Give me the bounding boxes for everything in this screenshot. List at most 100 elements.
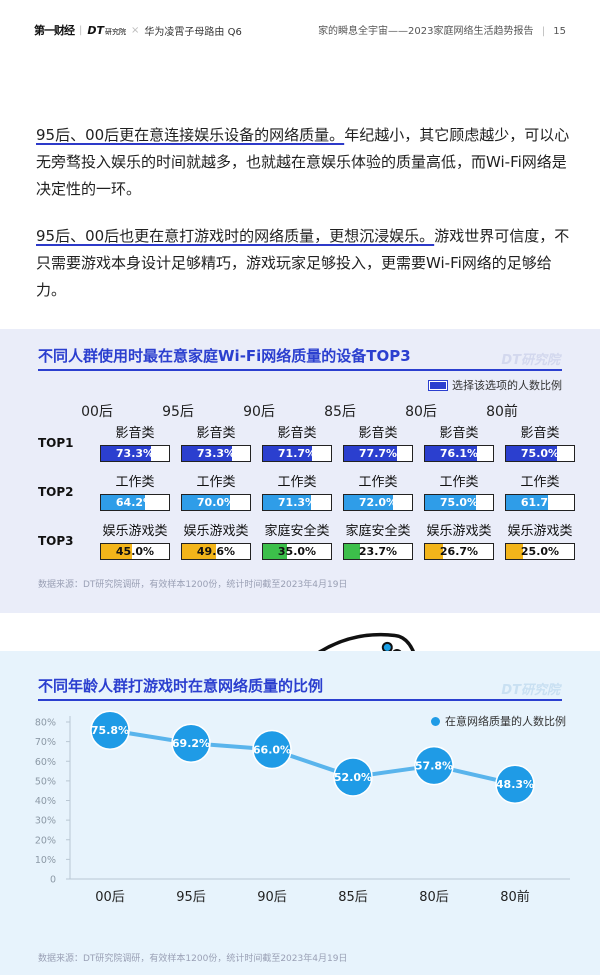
- chart-legend: 在意网络质量的人数比例: [431, 713, 566, 729]
- data-label: 52.0%: [334, 771, 372, 784]
- table-cell: 工作类 61.7%: [505, 474, 575, 511]
- series-line: [109, 728, 516, 787]
- device-category: 娱乐游戏类: [507, 524, 573, 539]
- table-cell: 影音类 73.3%: [100, 425, 170, 462]
- legend-label: 选择该选项的人数比例: [452, 379, 562, 392]
- y-tick-label: 40%: [35, 796, 56, 807]
- cross-icon: ×: [131, 24, 140, 36]
- paragraph-lead: 95后、00后更在意连接娱乐设备的网络质量。: [36, 126, 345, 144]
- table-cell: 工作类 71.3%: [262, 474, 332, 511]
- table-cell: 娱乐游戏类 26.7%: [424, 523, 494, 560]
- table-cell: 工作类 70.0%: [181, 474, 251, 511]
- x-tick-label: 80后: [419, 890, 449, 905]
- percent-bar: 25.0%: [505, 543, 575, 560]
- device-category: 娱乐游戏类: [183, 524, 249, 539]
- device-category: 工作类: [358, 475, 398, 490]
- percent-value: 71.7%: [277, 447, 317, 460]
- bar-fill: [182, 446, 232, 461]
- watermark: DT研究院: [501, 353, 560, 368]
- percent-value: 35.0%: [277, 545, 317, 558]
- chart-title: 不同人群使用时最在意家庭Wi-Fi网络质量的设备TOP3: [38, 347, 411, 365]
- percent-value: 75.0%: [439, 496, 479, 509]
- bar-fill: [344, 495, 393, 510]
- x-tick-label: 95后: [176, 890, 206, 905]
- percent-value: 77.7%: [358, 447, 398, 460]
- table-cell: 工作类 64.2%: [100, 474, 170, 511]
- percent-bar: 35.0%: [262, 543, 332, 560]
- percent-bar: 71.3%: [262, 494, 332, 511]
- y-tick-label: 0: [50, 875, 56, 886]
- y-tick-label: 20%: [35, 835, 56, 846]
- percent-bar: 49.6%: [181, 543, 251, 560]
- paragraph-lead: 95后、00后也更在意打游戏时的网络质量，更想沉浸娱乐。: [36, 227, 435, 245]
- percent-value: 26.7%: [439, 545, 479, 558]
- percent-value: 61.7%: [520, 496, 560, 509]
- y-tick-label: 80%: [35, 718, 56, 729]
- divider: |: [79, 24, 83, 36]
- device-category: 影音类: [196, 426, 236, 441]
- percent-bar: 75.0%: [505, 445, 575, 462]
- device-category: 工作类: [196, 475, 236, 490]
- bar-fill: [182, 495, 230, 510]
- percent-value: 76.1%: [439, 447, 479, 460]
- percent-value: 73.3%: [115, 447, 155, 460]
- x-tick-label: 80前: [500, 889, 530, 905]
- data-point: [495, 764, 535, 804]
- bar-fill: [425, 495, 476, 510]
- data-label: 48.3%: [496, 778, 534, 791]
- table-cell: 家庭安全类 23.7%: [343, 523, 413, 560]
- bar-fill: [101, 446, 151, 461]
- chart-legend: 选择该选项的人数比例: [428, 377, 562, 393]
- percent-value: 45.0%: [115, 545, 155, 558]
- percent-value: 72.0%: [358, 496, 398, 509]
- column-header: 95后: [162, 404, 194, 420]
- percent-value: 25.0%: [520, 545, 560, 558]
- title-underline: [38, 369, 562, 371]
- percent-value: 73.3%: [196, 447, 236, 460]
- table-cell: 娱乐游戏类 25.0%: [505, 523, 575, 560]
- percent-bar: 61.7%: [505, 494, 575, 511]
- data-source: 数据来源：DT研究院调研，有效样本1200份，统计时间截至2023年4月19日: [38, 580, 348, 590]
- title-underline: [38, 699, 562, 701]
- device-category: 影音类: [439, 426, 479, 441]
- table-cell: 娱乐游戏类 45.0%: [100, 523, 170, 560]
- percent-bar: 71.7%: [262, 445, 332, 462]
- table-cell: 影音类 76.1%: [424, 425, 494, 462]
- percent-bar: 76.1%: [424, 445, 494, 462]
- paragraph-1: 95后、00后更在意连接娱乐设备的网络质量。年纪越小，其它顾虑越少，可以心无旁骛…: [36, 122, 576, 203]
- table-cell: 影音类 75.0%: [505, 425, 575, 462]
- divider: |: [541, 26, 546, 37]
- data-point: [90, 710, 130, 750]
- chart-title: 不同年龄人群打游戏时在意网络质量的比例: [38, 677, 324, 695]
- data-point: [252, 729, 292, 770]
- bar-fill: [182, 544, 216, 559]
- y-tick-label: 10%: [35, 855, 56, 866]
- percent-value: 70.0%: [196, 496, 236, 509]
- data-source: 数据来源：DT研究院调研，有效样本1200份，统计时间截至2023年4月19日: [38, 954, 348, 964]
- dt-logo-text: DT: [87, 23, 105, 37]
- bar-fill: [425, 446, 477, 461]
- page-number: 15: [553, 26, 566, 37]
- paragraph-body: 年纪越小，其它顾虑越少，可以心无旁骛投入娱乐的时间就越多，也就越在意娱乐体验的质…: [36, 126, 570, 198]
- bar-fill: [344, 544, 361, 559]
- bar-fill: [506, 446, 557, 461]
- data-label: 69.2%: [172, 737, 210, 750]
- column-header: 90后: [243, 404, 275, 420]
- paragraph-2: 95后、00后也更在意打游戏时的网络质量，更想沉浸娱乐。游戏世界可信度，不只需要…: [36, 223, 576, 304]
- legend-swatch: [428, 379, 448, 391]
- column-header: 80前: [486, 404, 518, 420]
- percent-value: 75.0%: [520, 447, 560, 460]
- table-cell: 影音类 73.3%: [181, 425, 251, 462]
- partner-name: 华为凌霄子母路由 Q6: [144, 26, 242, 38]
- bar-fill: [263, 544, 287, 559]
- dt-logo: DT研究院: [87, 24, 126, 37]
- column-header: 80后: [405, 404, 437, 420]
- legend-marker: [431, 716, 440, 726]
- device-category: 影音类: [520, 426, 560, 441]
- x-tick-label: 90后: [257, 890, 287, 905]
- bar-fill: [344, 446, 397, 461]
- device-category: 工作类: [277, 475, 317, 490]
- percent-bar: 45.0%: [100, 543, 170, 560]
- bar-fill: [101, 544, 132, 559]
- top3-device-panel: 不同人群使用时最在意家庭Wi-Fi网络质量的设备TOP3 DT研究院 选择该选项…: [0, 329, 600, 613]
